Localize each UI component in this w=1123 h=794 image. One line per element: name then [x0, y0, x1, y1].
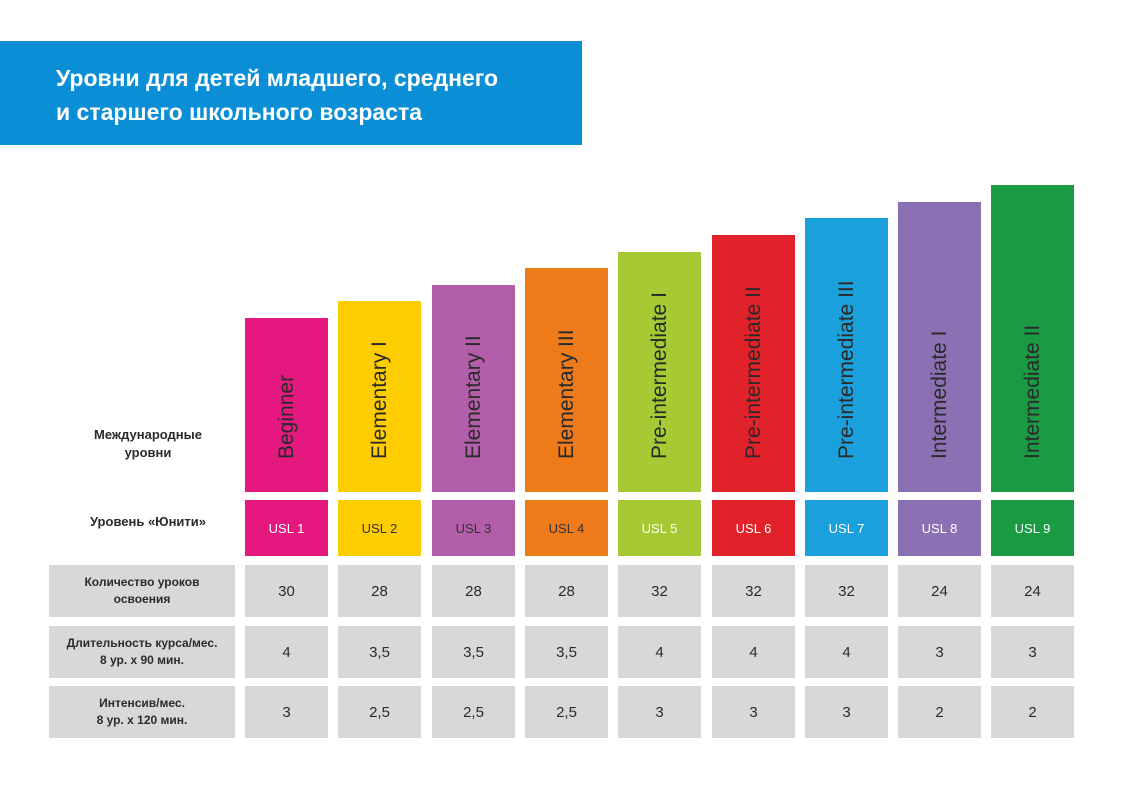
usl-badge-4: USL 4 [525, 500, 608, 556]
bar-elementary-iii: Elementary III [525, 268, 608, 492]
usl-badge-3: USL 3 [432, 500, 515, 556]
unity-label-text: Уровень «Юнити» [89, 514, 207, 529]
lessons-cell-9: 24 [991, 565, 1074, 617]
bar-intermediate-i: Intermediate I [898, 202, 981, 492]
usl-badge-5: USL 5 [618, 500, 701, 556]
duration-cell-7: 4 [805, 626, 888, 678]
usl-badge-8: USL 8 [898, 500, 981, 556]
bar-label-pre-intermediate-ii: Pre-intermediate II [741, 286, 765, 459]
bar-pre-intermediate-i: Pre-intermediate I [618, 252, 701, 492]
bar-label-beginner: Beginner [274, 374, 298, 459]
international-label-line-1: Международные [94, 427, 202, 442]
intensive-cell-6: 3 [712, 686, 795, 738]
usl-badge-2: USL 2 [338, 500, 421, 556]
lessons-cell-6: 32 [712, 565, 795, 617]
duration-cell-8: 3 [898, 626, 981, 678]
title-line-1: Уровни для детей младшего, среднего [56, 65, 499, 91]
title-banner: Уровни для детей младшего, среднего и ст… [0, 41, 582, 145]
bar-label-elementary-i: Elementary I [367, 341, 391, 459]
usl-badge-7: USL 7 [805, 500, 888, 556]
unity-level-label: Уровень «Юнити» [60, 513, 236, 531]
row-label-lessons-line-1: Количество уроков [84, 575, 200, 589]
bar-beginner: Beginner [245, 318, 328, 492]
bar-elementary-ii: Elementary II [432, 285, 515, 492]
duration-cell-2: 3,5 [338, 626, 421, 678]
title-line-2: и старшего школьного возраста [56, 99, 423, 125]
lessons-cell-4: 28 [525, 565, 608, 617]
usl-badge-9: USL 9 [991, 500, 1074, 556]
intensive-cell-8: 2 [898, 686, 981, 738]
intensive-cell-7: 3 [805, 686, 888, 738]
bar-label-intermediate-ii: Intermediate II [1020, 324, 1044, 459]
bar-label-pre-intermediate-iii: Pre-intermediate III [834, 280, 858, 459]
row-label-duration-line-1: Длительность курса/мес. [66, 636, 218, 650]
bar-pre-intermediate-iii: Pre-intermediate III [805, 218, 888, 492]
bar-pre-intermediate-ii: Pre-intermediate II [712, 235, 795, 492]
bar-label-intermediate-i: Intermediate I [927, 330, 951, 459]
row-label-lessons-line-2: освоения [113, 592, 171, 606]
row-label-intensive-line-2: 8 ур. х 120 мин. [96, 713, 188, 727]
bar-label-elementary-iii: Elementary III [554, 329, 578, 459]
row-label-duration-line-2: 8 ур. х 90 мин. [99, 653, 185, 667]
intensive-cell-3: 2,5 [432, 686, 515, 738]
lessons-cell-5: 32 [618, 565, 701, 617]
intensive-cell-1: 3 [245, 686, 328, 738]
duration-cell-9: 3 [991, 626, 1074, 678]
bar-label-elementary-ii: Elementary II [461, 335, 485, 459]
lessons-cell-1: 30 [245, 565, 328, 617]
bar-label-pre-intermediate-i: Pre-intermediate I [647, 292, 671, 459]
lessons-cell-2: 28 [338, 565, 421, 617]
duration-cell-4: 3,5 [525, 626, 608, 678]
row-label-duration: Длительность курса/мес. 8 ур. х 90 мин. [49, 626, 235, 678]
bar-intermediate-ii: Intermediate II [991, 185, 1074, 492]
row-label-lessons: Количество уроков освоения [49, 565, 235, 617]
row-label-intensive-line-1: Интенсив/мес. [99, 696, 185, 710]
intensive-cell-9: 2 [991, 686, 1074, 738]
lessons-cell-7: 32 [805, 565, 888, 617]
international-levels-label: Международные уровни [60, 426, 236, 462]
usl-badge-1: USL 1 [245, 500, 328, 556]
international-label-line-2: уровни [124, 445, 172, 460]
duration-cell-6: 4 [712, 626, 795, 678]
intensive-cell-5: 3 [618, 686, 701, 738]
row-label-intensive: Интенсив/мес. 8 ур. х 120 мин. [49, 686, 235, 738]
duration-cell-5: 4 [618, 626, 701, 678]
bar-elementary-i: Elementary I [338, 301, 421, 492]
lessons-cell-3: 28 [432, 565, 515, 617]
duration-cell-3: 3,5 [432, 626, 515, 678]
usl-badge-6: USL 6 [712, 500, 795, 556]
duration-cell-1: 4 [245, 626, 328, 678]
intensive-cell-4: 2,5 [525, 686, 608, 738]
intensive-cell-2: 2,5 [338, 686, 421, 738]
lessons-cell-8: 24 [898, 565, 981, 617]
